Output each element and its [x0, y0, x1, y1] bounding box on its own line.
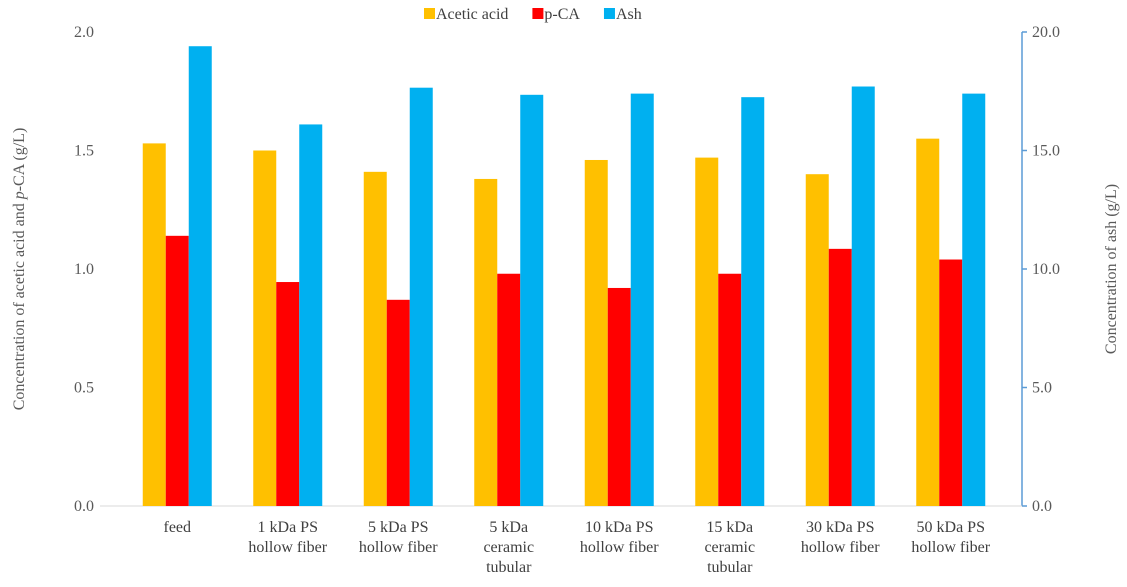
bar-p-ca — [386, 299, 410, 506]
right-y-tick-label: 10.0 — [1032, 261, 1060, 278]
legend-label-p-ca: p-CA — [544, 6, 580, 23]
bar-acetic-acid — [805, 174, 829, 506]
legend-swatch-acetic-acid — [424, 8, 435, 19]
bar-ash — [188, 46, 212, 506]
x-category-label: 10 kDa PS hollow fiber — [580, 519, 659, 556]
bar-p-ca — [497, 273, 521, 506]
bar-p-ca — [718, 273, 742, 506]
bar-p-ca — [939, 259, 963, 506]
bar-acetic-acid — [363, 171, 387, 506]
bar-ash — [851, 86, 875, 506]
right-y-axis-title: Concentration of ash (g/L) — [1103, 184, 1120, 354]
left-y-tick-label: 1.5 — [74, 143, 94, 160]
right-y-tick-label: 15.0 — [1032, 143, 1060, 160]
bar-p-ca — [165, 235, 189, 506]
x-category-label: 1 kDa PS hollow fiber — [248, 519, 327, 556]
bar-acetic-acid — [253, 150, 277, 506]
bar-acetic-acid — [142, 143, 166, 506]
legend-label-ash: Ash — [616, 6, 642, 23]
left-y-tick-label: 0.5 — [74, 380, 94, 397]
right-y-tick-label: 0.0 — [1032, 498, 1052, 515]
bar-p-ca — [276, 282, 300, 506]
bar-acetic-acid — [916, 138, 940, 506]
bar-acetic-acid — [584, 159, 608, 507]
x-category-label: 5 kDa PS hollow fiber — [359, 519, 438, 556]
left-y-tick-label: 1.0 — [74, 261, 94, 278]
x-category-label: feed — [163, 519, 191, 536]
bar-ash — [520, 94, 544, 507]
bar-acetic-acid — [695, 157, 719, 507]
x-category-label: 5 kDa ceramic tubular — [483, 519, 534, 576]
legend-swatch-p-ca — [532, 8, 544, 19]
bar-acetic-acid — [474, 178, 498, 506]
x-category-label: 50 kDa PS hollow fiber — [911, 519, 990, 556]
legend-swatch-ash — [603, 8, 615, 19]
bar-ash — [630, 93, 654, 507]
x-category-label: 30 kDa PS hollow fiber — [801, 519, 880, 556]
left-y-axis-title: Concentration of acetic acid and p-CA (g… — [11, 128, 28, 411]
right-y-tick-label: 20.0 — [1032, 24, 1060, 41]
right-y-tick-label: 5.0 — [1032, 380, 1052, 397]
bar-ash — [741, 97, 765, 507]
bar-ash — [962, 93, 986, 507]
legend-label-acetic-acid: Acetic acid — [436, 6, 508, 23]
left-y-tick-label: 0.0 — [74, 498, 94, 515]
bar-p-ca — [828, 248, 852, 507]
x-category-label: 15 kDa ceramic tubular — [704, 519, 755, 576]
bar-p-ca — [607, 287, 631, 506]
bar-ash — [409, 87, 433, 506]
bar-ash — [299, 124, 323, 507]
left-y-tick-label: 2.0 — [74, 24, 94, 41]
